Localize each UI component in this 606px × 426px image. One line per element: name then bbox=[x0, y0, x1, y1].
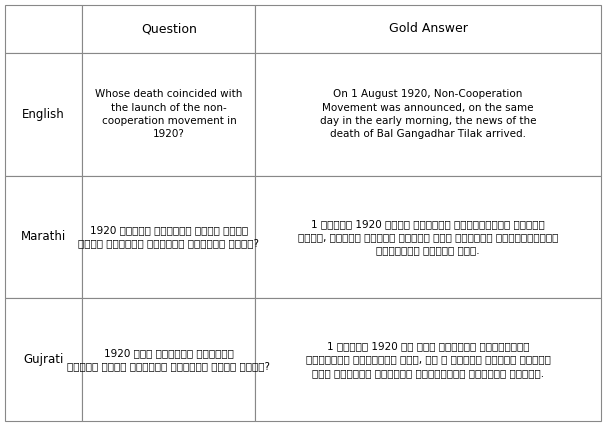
Bar bbox=[255, 298, 601, 421]
Text: 1 ऑगस्ट 1920 रोजी असहकार आंदोलनाची घोषणा
झाली, त्याच दिवशी पहाटे बाळ गंगाधर टिळक: 1 ऑगस्ट 1920 रोजी असहकार आंदोलनाची घोषणा… bbox=[298, 219, 558, 255]
Bar bbox=[82, 176, 255, 298]
Bar bbox=[5, 5, 82, 53]
Bar bbox=[82, 298, 255, 421]
Text: Gujrati: Gujrati bbox=[24, 353, 64, 366]
Bar bbox=[5, 53, 82, 176]
Text: 1 ઓગસ્ટ 1920 ના રોજ અસહકાર આંદોલનની
જાહેરાત કરવામાં આવી, તે જ દિવસે વહેલી સવારે
: 1 ઓગસ્ટ 1920 ના રોજ અસહકાર આંદોલનની જાહે… bbox=[305, 342, 551, 378]
Bar bbox=[255, 176, 601, 298]
Bar bbox=[82, 53, 255, 176]
Text: Marathi: Marathi bbox=[21, 230, 67, 243]
Text: Gold Answer: Gold Answer bbox=[388, 23, 468, 35]
Text: 1920 मध्ये असहकार चळवळ सुरू
झाली तेव्हा कोणाचा मृत्यू झाला?: 1920 मध्ये असहकार चळवळ सुरू झाली तेव्हा … bbox=[78, 225, 259, 248]
Text: On 1 August 1920, Non-Cooperation
Movement was announced, on the same
day in the: On 1 August 1920, Non-Cooperation Moveme… bbox=[320, 89, 536, 139]
Bar bbox=[5, 298, 82, 421]
Bar bbox=[255, 5, 601, 53]
Text: Whose death coincided with
the launch of the non-
cooperation movement in
1920?: Whose death coincided with the launch of… bbox=[95, 89, 242, 139]
Text: English: English bbox=[22, 108, 65, 121]
Bar bbox=[5, 176, 82, 298]
Text: 1920 માં અસહકાર ચળવળની
શરૂઆત સાથે કોઈનું મૃત્યુ થયું હતું?: 1920 માં અસહકાર ચળવળની શરૂઆત સાથે કોઈનું… bbox=[67, 348, 270, 371]
Text: Question: Question bbox=[141, 23, 197, 35]
Bar bbox=[255, 53, 601, 176]
Bar bbox=[82, 5, 255, 53]
